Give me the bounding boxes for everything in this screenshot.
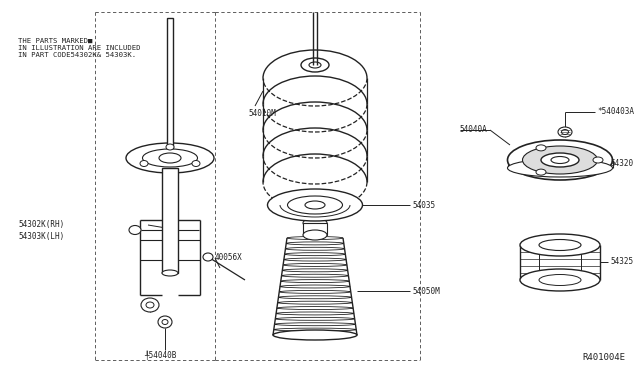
Ellipse shape [520,269,600,291]
Ellipse shape [286,242,344,245]
Ellipse shape [303,218,327,228]
Ellipse shape [278,301,353,304]
Ellipse shape [301,58,329,72]
Ellipse shape [520,234,600,256]
Ellipse shape [276,312,354,315]
Ellipse shape [285,253,346,256]
Ellipse shape [203,253,213,261]
Ellipse shape [536,169,546,175]
Ellipse shape [192,160,200,167]
Bar [303,223,327,235]
Ellipse shape [285,247,344,250]
Ellipse shape [273,334,357,337]
Ellipse shape [522,146,598,174]
Ellipse shape [303,230,327,240]
Ellipse shape [129,225,141,234]
Ellipse shape [541,153,579,167]
Text: 54320: 54320 [610,158,633,167]
Ellipse shape [279,291,351,294]
Ellipse shape [126,143,214,173]
Ellipse shape [536,145,546,151]
Text: R401004E: R401004E [582,353,625,362]
Ellipse shape [275,317,355,320]
Text: 54302K(RH): 54302K(RH) [19,221,65,230]
Text: ╀54040B: ╀54040B [144,350,176,360]
Text: 54325: 54325 [610,257,633,266]
Ellipse shape [287,237,343,240]
Ellipse shape [508,140,612,180]
Ellipse shape [141,298,159,312]
Ellipse shape [305,201,325,209]
Ellipse shape [558,127,572,137]
Ellipse shape [158,316,172,328]
Bar [162,168,178,273]
Ellipse shape [508,159,612,177]
Ellipse shape [275,323,355,326]
Ellipse shape [277,307,353,310]
Text: 54035: 54035 [412,201,435,209]
Text: 54050M: 54050M [412,287,440,296]
Ellipse shape [551,157,569,164]
Ellipse shape [274,328,356,331]
Ellipse shape [268,189,362,221]
Ellipse shape [273,330,357,340]
Ellipse shape [593,157,603,163]
Text: 54303K(LH): 54303K(LH) [19,232,65,241]
Ellipse shape [143,149,198,167]
Ellipse shape [166,144,174,150]
Text: 54040A: 54040A [459,125,487,135]
Ellipse shape [159,153,181,163]
Ellipse shape [539,240,581,250]
Ellipse shape [287,196,342,214]
Ellipse shape [281,280,349,283]
Ellipse shape [140,160,148,167]
Ellipse shape [283,263,347,266]
Text: 40056X: 40056X [215,253,243,263]
Ellipse shape [278,296,351,299]
Ellipse shape [282,274,348,277]
Text: *540403A: *540403A [597,108,634,116]
Text: THE PARTS MARKED■
IN ILLUSTRATION ARE INCLUDED
IN PART CODE54302K& 54303K.: THE PARTS MARKED■ IN ILLUSTRATION ARE IN… [18,38,141,58]
Ellipse shape [162,320,168,324]
Ellipse shape [284,258,346,261]
Ellipse shape [280,285,350,288]
Ellipse shape [309,62,321,68]
Bar [167,18,173,155]
Ellipse shape [282,269,348,272]
Ellipse shape [162,270,178,276]
Ellipse shape [561,129,568,135]
Ellipse shape [146,302,154,308]
Ellipse shape [539,275,581,285]
Text: 54010M: 54010M [248,109,276,118]
